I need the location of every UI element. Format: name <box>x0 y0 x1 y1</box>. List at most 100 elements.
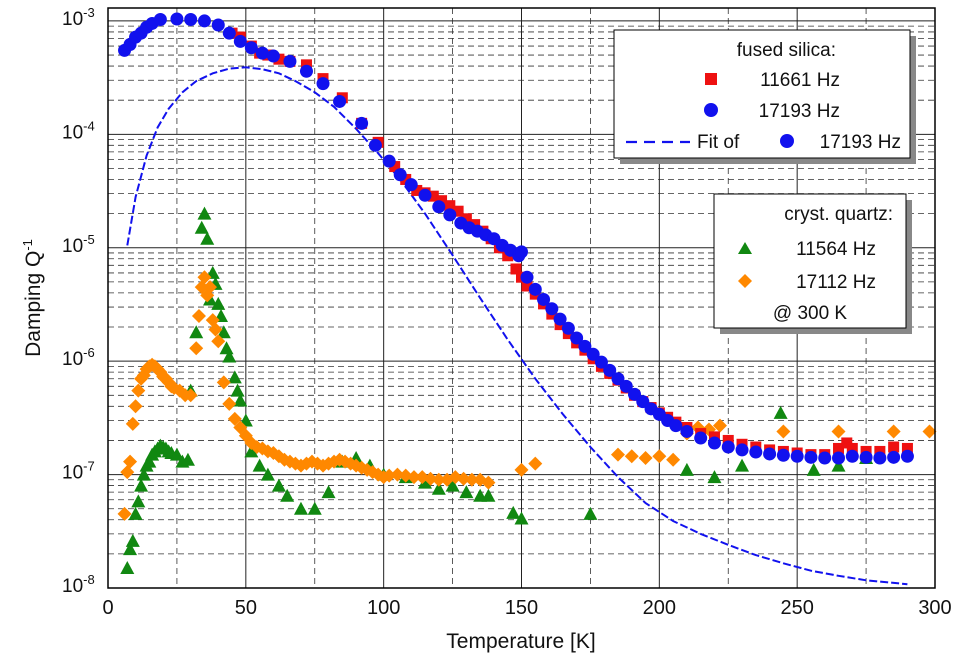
data-point-circle <box>255 46 269 60</box>
data-point-triangle <box>134 478 149 492</box>
data-point-circle <box>887 450 901 464</box>
data-point-triangle <box>120 561 135 575</box>
data-point-circle <box>578 339 592 353</box>
data-point-diamond <box>211 334 226 349</box>
data-point-triangle <box>307 501 322 515</box>
data-point-square <box>833 442 845 454</box>
data-point-circle <box>382 154 396 168</box>
y-tick-labels: 10-810-710-610-510-410-3 <box>62 5 95 597</box>
y-tick-label: 10-6 <box>62 345 95 370</box>
fit-curve <box>126 66 908 586</box>
y-tick-label: 10-4 <box>62 118 95 143</box>
y-tick-exp: -5 <box>83 232 95 247</box>
data-point-circle <box>515 245 528 259</box>
data-point-circle <box>197 14 211 28</box>
data-point-diamond <box>128 399 143 414</box>
data-point-circle <box>233 34 247 48</box>
legend-cryst-quartz: cryst. quartz: 11564 Hz 17112 Hz @ 300 K <box>713 193 912 334</box>
data-point-diamond <box>776 424 791 439</box>
data-point-diamond <box>610 447 625 462</box>
y-tick-label: 10-7 <box>62 459 95 484</box>
data-point-square <box>436 195 448 207</box>
data-point-diamond <box>652 449 667 464</box>
data-point-diamond <box>208 322 223 337</box>
data-point-circle <box>790 449 804 463</box>
y-axis-label: Damping Q-1 <box>20 239 45 357</box>
data-point-diamond <box>831 424 846 439</box>
data-point-diamond <box>244 435 259 450</box>
data-point-diamond <box>222 396 237 411</box>
data-point-triangle <box>271 478 286 492</box>
data-point-circle <box>735 443 749 457</box>
data-point-circle <box>804 450 818 464</box>
data-point-diamond <box>382 468 397 483</box>
data-point-circle <box>170 12 184 26</box>
data-point-square <box>452 205 464 217</box>
data-point-triangle <box>735 458 750 472</box>
data-point-circle <box>845 449 859 463</box>
data-point-circle <box>283 54 297 68</box>
data-point-circle <box>553 312 567 326</box>
x-tick-label: 0 <box>102 597 113 619</box>
data-point-triangle <box>280 488 295 502</box>
data-point-triangle <box>233 393 248 407</box>
data-point-circle <box>707 436 721 450</box>
data-point-square <box>389 161 401 173</box>
data-point-triangle <box>125 533 140 547</box>
data-point-square <box>460 213 472 225</box>
data-point-circle <box>873 451 887 465</box>
data-point-circle <box>859 450 873 464</box>
data-point-diamond <box>514 462 529 477</box>
legend-cryst-quartz-note: @ 300 K <box>773 303 848 324</box>
data-point-triangle <box>197 206 212 220</box>
data-point-square <box>510 263 522 275</box>
x-tick-label: 200 <box>643 597 676 619</box>
legend-fit-circle-marker <box>780 134 794 148</box>
data-point-triangle <box>136 467 151 481</box>
data-point-circle <box>611 372 625 386</box>
data-point-triangle <box>194 220 209 234</box>
plot-frame <box>107 7 936 589</box>
data-point-circle <box>211 18 225 32</box>
data-point-triangle <box>431 481 446 495</box>
data-point-circle <box>316 77 330 91</box>
data-point-square <box>874 445 886 457</box>
data-point-square <box>841 437 853 449</box>
data-point-diamond <box>117 506 132 521</box>
data-point-square <box>722 434 734 446</box>
data-point-triangle <box>189 325 204 339</box>
x-axis-label: Temperature [K] <box>446 630 595 653</box>
series-layer <box>117 12 937 586</box>
data-point-diamond <box>120 465 135 480</box>
x-tick-label: 150 <box>505 597 538 619</box>
data-point-circle <box>153 12 167 26</box>
data-point-square <box>444 200 456 212</box>
legend-diamond-marker <box>738 274 752 288</box>
data-point-square <box>888 441 900 453</box>
x-tick-label: 100 <box>367 597 400 619</box>
legend-entry-11661: 11661 Hz <box>760 70 840 91</box>
x-tick-label: 300 <box>918 597 951 619</box>
data-point-triangle <box>222 349 237 363</box>
data-point-triangle <box>293 501 308 515</box>
data-point-diamond <box>922 424 937 439</box>
data-point-triangle <box>831 458 846 472</box>
data-point-diamond <box>191 309 206 324</box>
legend-fused-silica: fused silica: 11661 Hz 17193 Hz Fit of 1… <box>613 29 916 164</box>
y-tick-base: 10 <box>62 463 83 484</box>
data-point-triangle <box>260 467 275 481</box>
data-point-circle <box>528 282 542 296</box>
data-point-circle <box>520 270 534 284</box>
y-tick-label: 10-3 <box>62 5 95 30</box>
data-point-circle <box>594 355 608 369</box>
data-point-square <box>411 184 423 196</box>
data-point-circle <box>669 419 683 433</box>
data-point-diamond <box>638 451 653 466</box>
data-point-diamond <box>125 416 140 431</box>
y-axis-label-text: Damping Q <box>22 251 45 357</box>
data-point-circle <box>818 451 832 465</box>
data-point-triangle <box>481 488 496 502</box>
data-point-diamond <box>624 449 639 464</box>
data-point-triangle <box>806 462 821 476</box>
y-tick-base: 10 <box>62 349 83 370</box>
